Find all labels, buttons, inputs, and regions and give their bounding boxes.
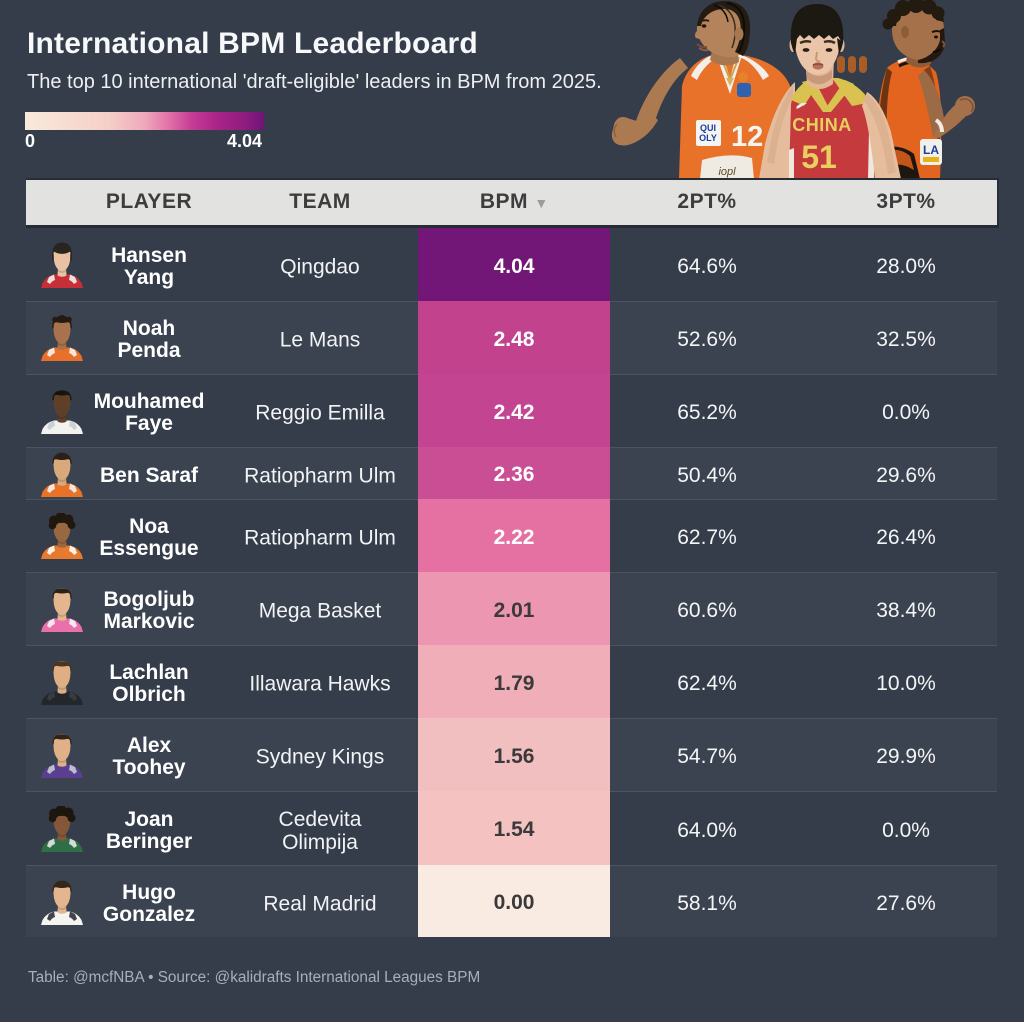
svg-text:12: 12 [731,121,763,153]
svg-text:51: 51 [801,139,837,175]
svg-text:OLY: OLY [699,133,717,143]
svg-text:iopl: iopl [718,166,736,178]
svg-text:CHINA: CHINA [792,115,852,135]
svg-text:LA: LA [923,143,939,157]
svg-text:QUI: QUI [700,123,716,133]
